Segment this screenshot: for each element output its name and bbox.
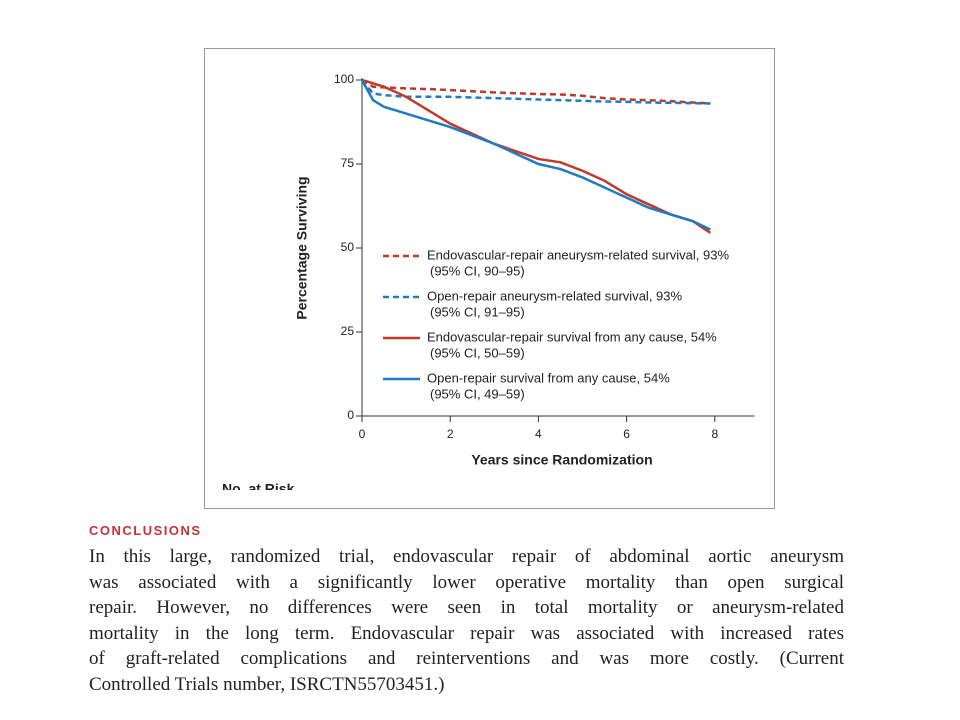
legend-note: (95% CI, 50–59) [430, 345, 525, 360]
conclusions-heading: CONCLUSIONS [89, 523, 202, 538]
x-tick-label: 4 [535, 427, 542, 441]
text-line: was associated with a significantly lowe… [89, 571, 844, 593]
x-tick-label: 2 [447, 427, 454, 441]
legend-note: (95% CI, 90–95) [430, 263, 525, 278]
risk-table-title: No. at Risk [222, 481, 295, 497]
conclusions: CONCLUSIONS In this large, randomized tr… [85, 515, 848, 710]
x-tick-label: 0 [359, 427, 366, 441]
legend-note: (95% CI, 91–95) [430, 304, 525, 319]
y-axis-label: Percentage Surviving [294, 176, 310, 319]
x-tick-label: 8 [711, 427, 718, 441]
y-tick-label: 25 [341, 324, 355, 338]
figure-panel [204, 48, 775, 509]
conclusions-text: In this large, randomized trial, endovas… [89, 544, 844, 697]
x-tick-label: 6 [623, 427, 630, 441]
x-axis-label: Years since Randomization [471, 452, 652, 468]
legend-label: Open-repair aneurysm-related survival, 9… [427, 288, 682, 303]
y-tick-label: 50 [341, 240, 355, 254]
text-line: of graft-related complications and reint… [89, 648, 844, 669]
survival-line [361, 79, 711, 105]
legend-label: Open-repair survival from any cause, 54% [427, 370, 670, 385]
survival-line [360, 79, 711, 231]
plot-area: Years since Randomization Percentage Sur… [222, 72, 755, 497]
legend-label: Endovascular-repair aneurysm-related sur… [427, 247, 729, 262]
y-tick-label: 0 [347, 408, 354, 422]
survival-line [361, 78, 712, 234]
y-tick-label: 75 [341, 156, 355, 170]
text-line: Controlled Trials number, ISRCTN55703451… [89, 673, 445, 695]
survival-line [361, 78, 711, 105]
y-tick-label: 100 [334, 72, 354, 86]
legend-label: Endovascular-repair survival from any ca… [427, 329, 717, 344]
legend-note: (95% CI, 49–59) [430, 386, 525, 401]
text-line: repair. However, no differences were see… [89, 597, 844, 618]
text-line: mortality in the long term. Endovascular… [89, 622, 844, 644]
text-line: In this large, randomized trial, endovas… [89, 546, 844, 567]
